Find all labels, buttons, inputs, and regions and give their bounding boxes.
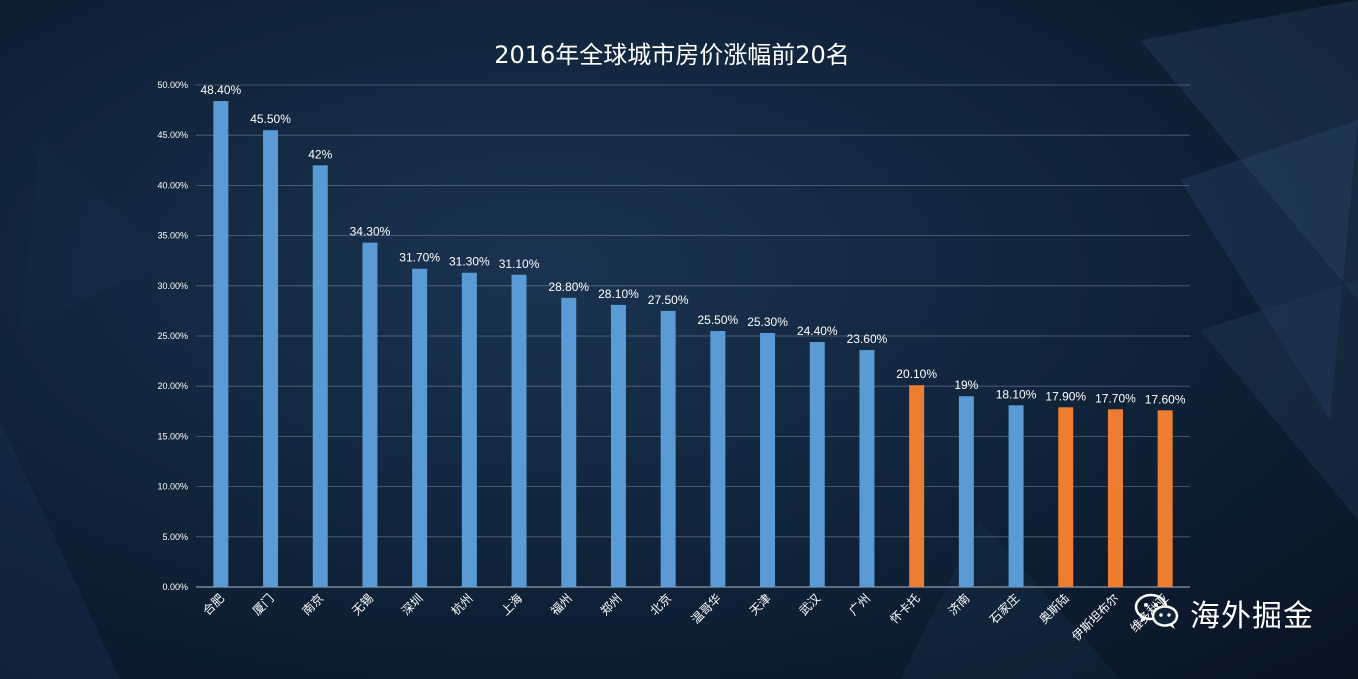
bar: [1157, 410, 1173, 587]
data-label: 28.10%: [598, 287, 639, 301]
x-tick-label: 广州: [846, 591, 873, 618]
bars: [213, 101, 1173, 588]
bar: [760, 332, 776, 587]
watermark: 海外掘金: [1134, 591, 1314, 635]
bar: [312, 165, 328, 587]
x-tick-label: 合肥: [199, 591, 227, 619]
y-axis: 0.00% 5.00% 10.00% 15.00% 20.00% 25.00% 30.00%…: [157, 80, 188, 592]
x-tick-label: 怀卡托: [887, 591, 922, 626]
data-label: 42%: [308, 147, 332, 161]
bar: [561, 297, 577, 587]
x-axis: 合肥 厦门 南京 无锡 深圳 杭州 上海 福州 郑州 北京 温哥华 天津 武汉 广州 怀卡托 济南 石家庄 奥斯陆…: [199, 591, 1171, 644]
data-label: 17.60%: [1145, 392, 1186, 406]
bar: [909, 385, 925, 587]
data-label: 31.30%: [449, 255, 490, 269]
bar: [809, 342, 825, 587]
y-tick-label: 10.00%: [157, 482, 188, 492]
data-label: 48.40%: [200, 83, 241, 97]
bar: [263, 130, 279, 587]
data-label: 45.50%: [250, 112, 291, 126]
bar: [461, 272, 477, 587]
gridlines: [196, 84, 1190, 588]
bar: [511, 274, 527, 587]
x-tick-label: 南京: [299, 591, 327, 619]
chart-title: 2016年全球城市房价涨幅前20名: [494, 41, 850, 69]
x-tick-label: 郑州: [597, 591, 625, 619]
data-label: 23.60%: [847, 332, 888, 346]
x-tick-label: 厦门: [249, 591, 277, 619]
bar: [958, 396, 974, 587]
x-tick-label: 温哥华: [689, 591, 724, 626]
y-tick-label: 15.00%: [157, 431, 188, 441]
data-label: 27.50%: [648, 293, 689, 307]
x-tick-label: 深圳: [399, 591, 426, 618]
watermark-text: 海外掘金: [1190, 599, 1314, 634]
x-tick-label: 武汉: [796, 591, 823, 618]
x-tick-label: 奥斯陆: [1036, 591, 1072, 627]
y-tick-label: 25.00%: [157, 331, 188, 341]
bar: [412, 268, 428, 587]
data-label: 17.90%: [1045, 389, 1086, 403]
x-tick-label: 杭州: [448, 591, 476, 619]
bar: [660, 310, 676, 587]
y-tick-label: 0.00%: [162, 582, 188, 592]
x-tick-label: 天津: [747, 591, 774, 618]
data-label: 25.50%: [697, 313, 738, 327]
x-tick-label: 福州: [547, 591, 575, 619]
data-labels: 48.40% 45.50% 42% 34.30% 31.70% 31.30% 31.10% 2…: [200, 83, 1185, 406]
bar: [1058, 407, 1074, 587]
x-tick-label: 北京: [647, 591, 674, 618]
bar: [213, 101, 229, 588]
y-tick-label: 20.00%: [157, 381, 188, 391]
bar: [859, 350, 875, 587]
data-label: 31.10%: [499, 257, 540, 271]
x-tick-label: 无锡: [348, 591, 376, 619]
bar: [362, 242, 378, 588]
data-label: 31.70%: [399, 251, 440, 265]
x-tick-label: 石家庄: [986, 591, 1022, 627]
data-label: 24.40%: [797, 324, 838, 338]
y-tick-label: 35.00%: [157, 231, 188, 241]
x-tick-label: 伊斯坦布尔: [1069, 591, 1122, 644]
bar: [610, 304, 626, 587]
x-tick-label: 上海: [498, 591, 526, 619]
data-label: 18.10%: [996, 387, 1037, 401]
x-tick-label: 济南: [945, 591, 973, 619]
data-label: 20.10%: [896, 367, 937, 381]
y-tick-label: 50.00%: [157, 80, 188, 90]
bar: [710, 330, 726, 587]
y-tick-label: 40.00%: [157, 180, 188, 190]
bar: [1008, 405, 1024, 587]
data-label: 28.80%: [548, 280, 589, 294]
data-label: 34.30%: [350, 225, 391, 239]
y-tick-label: 5.00%: [162, 532, 188, 542]
data-label: 25.30%: [747, 315, 788, 329]
y-tick-label: 45.00%: [157, 130, 188, 140]
y-tick-label: 30.00%: [157, 281, 188, 291]
bar: [1107, 409, 1123, 587]
data-label: 17.70%: [1095, 391, 1136, 405]
data-label: 19%: [954, 378, 978, 392]
wechat-icon: [1134, 592, 1180, 634]
